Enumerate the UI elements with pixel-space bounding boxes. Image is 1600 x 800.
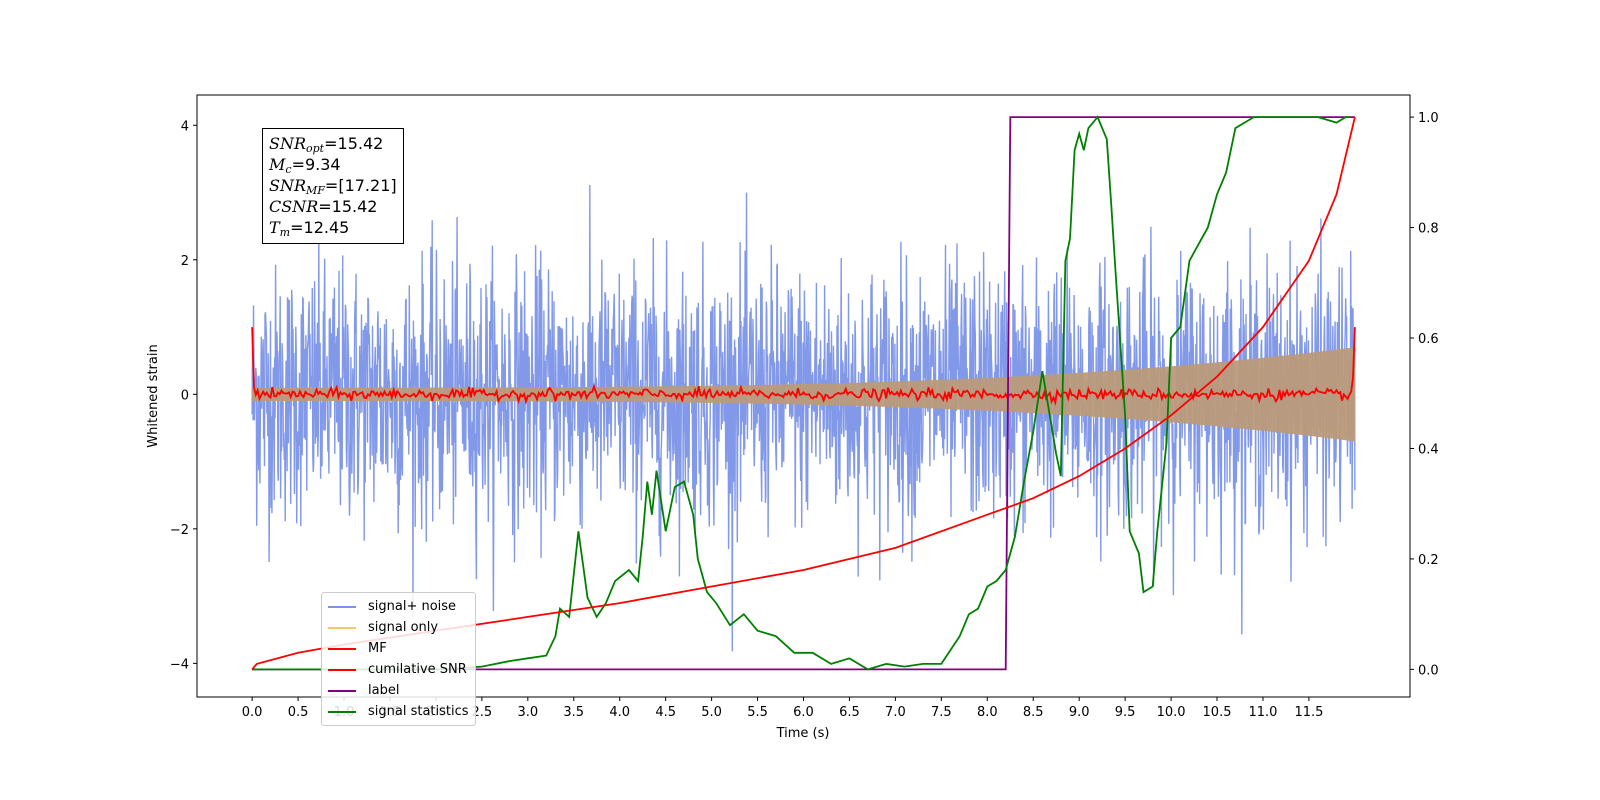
legend-item: MF [328, 638, 469, 659]
x-tick-label: 10.5 [1203, 705, 1232, 720]
x-tick-label: 0.0 [242, 705, 263, 720]
x-tick-label: 11.0 [1248, 705, 1277, 720]
x-tick-label: 8.0 [977, 705, 998, 720]
legend-label: MF [368, 641, 387, 656]
tm-value: 12.45 [303, 218, 350, 237]
x-axis-label: Time (s) [776, 726, 830, 741]
x-tick-label: 6.0 [793, 705, 814, 720]
x-tick-label: 9.5 [1115, 705, 1136, 720]
legend-label: signal only [368, 620, 439, 635]
tm-line: Tm=12.45 [269, 218, 350, 239]
x-tick-label: 4.0 [609, 705, 630, 720]
legend-label: signal+ noise [368, 599, 457, 614]
x-tick-label: 7.0 [885, 705, 906, 720]
series-mf [251, 327, 1356, 406]
x-tick-label: 4.5 [655, 705, 676, 720]
legend-swatch [328, 626, 356, 629]
series-label [252, 116, 1355, 671]
csnr-line: CSNR=15.42 [269, 197, 378, 216]
y2-tick-label: 0.6 [1418, 332, 1439, 347]
legend-swatch [328, 689, 356, 692]
y-tick-label: −4 [170, 657, 189, 672]
x-tick-label: 3.0 [517, 705, 538, 720]
series-signal-only [251, 347, 1356, 442]
legend-swatch [328, 605, 356, 608]
y-axis-label: Whitened strain [146, 344, 161, 447]
y-tick-label: −2 [170, 523, 189, 538]
x-tick-label: 3.5 [563, 705, 584, 720]
legend-label: signal statistics [368, 704, 469, 719]
x-tick-label: 10.0 [1157, 705, 1186, 720]
legend: signal+ noise signal only MF cumilative SNR… [321, 592, 476, 726]
legend-item: label [328, 680, 469, 701]
legend-swatch [328, 647, 356, 650]
y2-tick-label: 0.8 [1418, 222, 1439, 237]
legend-label: label [368, 683, 400, 698]
legend-item: signal only [328, 617, 469, 638]
x-tick-label: 0.5 [288, 705, 309, 720]
snr-mf-line: SNRMF=[17.21] [269, 176, 397, 197]
y2-tick-label: 0.2 [1418, 553, 1439, 568]
y-tick-label: 4 [181, 119, 189, 134]
legend-label: cumilative SNR [368, 662, 467, 677]
x-tick-label: 11.5 [1294, 705, 1323, 720]
annotation-box: SNRopt=15.42 Mc=9.34 SNRMF=[17.21] CSNR=… [262, 128, 404, 244]
x-tick-label: 6.5 [839, 705, 860, 720]
series-signal-statistics [252, 115, 1351, 671]
legend-item: signal statistics [328, 701, 469, 722]
y2-tick-label: 0.4 [1418, 442, 1439, 457]
snr-opt-line: SNRopt=15.42 [269, 134, 384, 155]
y-tick-label: 2 [181, 254, 189, 269]
x-tick-label: 5.0 [701, 705, 722, 720]
x-tick-label: 9.0 [1069, 705, 1090, 720]
snr-opt-value: 15.42 [337, 134, 384, 153]
legend-swatch [328, 710, 356, 713]
legend-item: cumilative SNR [328, 659, 469, 680]
x-tick-label: 2.5 [472, 705, 493, 720]
mc-value: 9.34 [304, 155, 341, 174]
y-tick-label: 0 [181, 388, 189, 403]
x-tick-label: 5.5 [747, 705, 768, 720]
csnr-value: 15.42 [331, 197, 378, 216]
legend-item: signal+ noise [328, 596, 469, 617]
mc-line: Mc=9.34 [269, 155, 341, 176]
legend-swatch [328, 668, 356, 671]
snr-mf-value: [17.21] [338, 176, 397, 195]
x-tick-label: 7.5 [931, 705, 952, 720]
y2-tick-label: 1.0 [1418, 111, 1439, 126]
y2-tick-label: 0.0 [1418, 663, 1439, 678]
x-tick-label: 8.5 [1023, 705, 1044, 720]
